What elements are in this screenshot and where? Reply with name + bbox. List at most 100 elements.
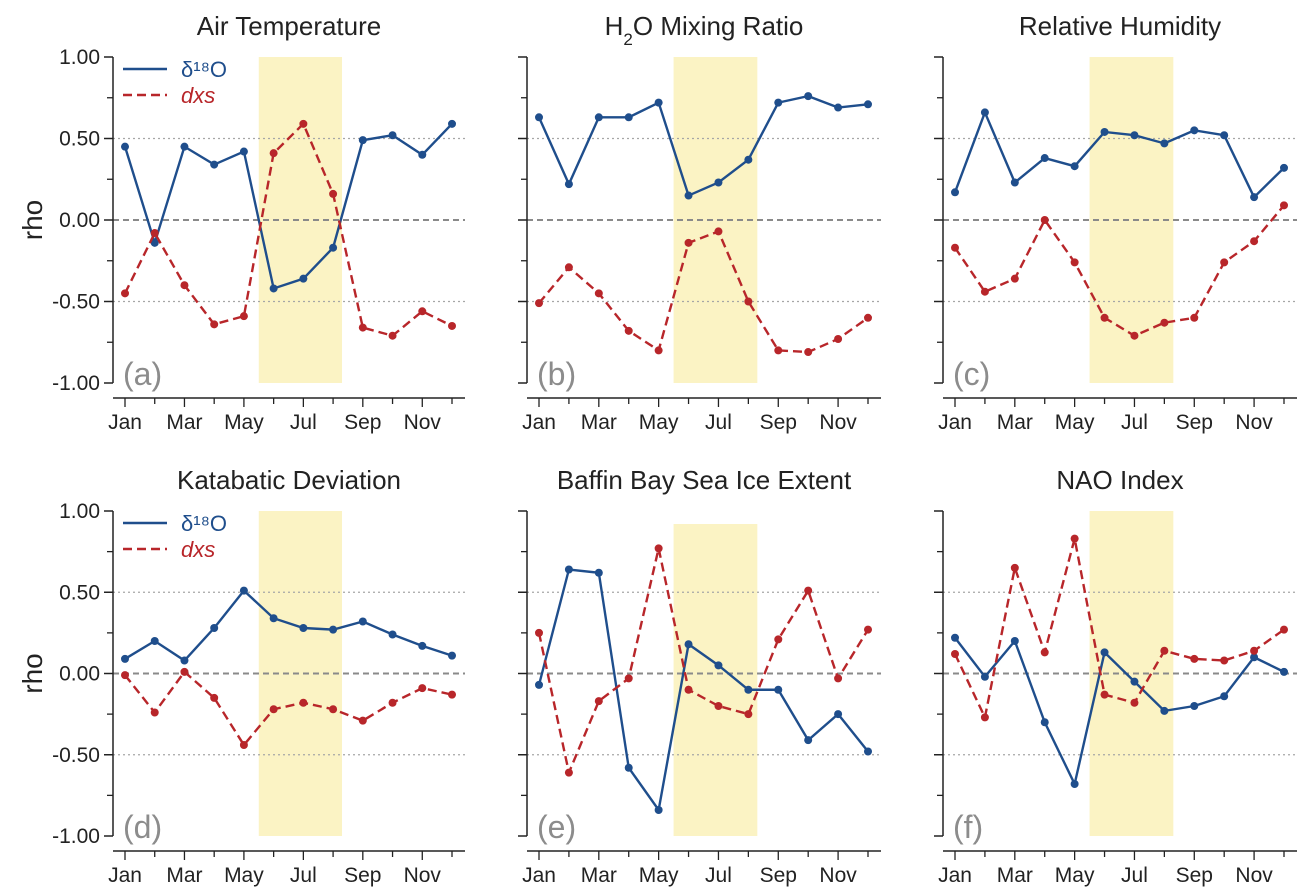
data-point-d18o (121, 142, 129, 151)
data-point-dxs (564, 768, 573, 777)
data-point-d18o (210, 624, 219, 632)
data-point-d18o (329, 243, 338, 252)
data-point-dxs (1160, 318, 1169, 327)
data-point-d18o (864, 747, 872, 756)
data-point-dxs (594, 697, 603, 706)
data-point-d18o (535, 680, 543, 689)
data-point-d18o (774, 685, 783, 694)
panel-tag: (b) (537, 356, 576, 392)
data-point-dxs (448, 321, 456, 330)
panel-tag: (d) (123, 809, 162, 845)
legend-label-d18o: δ¹⁸O (181, 57, 227, 82)
data-point-dxs (1100, 690, 1109, 699)
panel-title: Relative Humidity (1019, 11, 1221, 41)
legend-label-dxs: dxs (181, 83, 215, 108)
series-line-dxs (953, 538, 1285, 722)
x-tick-label: Jul (705, 411, 732, 434)
data-point-d18o (150, 238, 159, 247)
panel-title: Katabatic Deviation (177, 465, 401, 495)
data-point-d18o (269, 284, 278, 293)
data-point-dxs (210, 693, 219, 702)
data-point-d18o (624, 113, 633, 122)
data-point-dxs (1280, 625, 1288, 634)
y-tick-label: -1.00 (52, 825, 100, 848)
data-point-d18o (834, 710, 843, 719)
x-tick-label: Sep (344, 411, 381, 434)
data-point-dxs (951, 243, 959, 252)
data-point-d18o (535, 113, 543, 122)
data-point-dxs (1250, 646, 1259, 655)
data-point-dxs (834, 334, 843, 343)
data-point-d18o (951, 188, 959, 197)
summer-shade (258, 511, 343, 836)
data-point-dxs (714, 227, 723, 236)
data-point-d18o (654, 98, 663, 107)
series-line-d18o (537, 568, 869, 814)
data-point-d18o (1280, 667, 1288, 676)
data-point-d18o (1070, 162, 1079, 171)
data-point-d18o (1220, 131, 1229, 140)
summer-shade (673, 57, 758, 383)
data-point-dxs (744, 297, 753, 306)
data-point-d18o (1070, 780, 1079, 788)
panel-title: NAO Index (1056, 465, 1183, 495)
panel-a: 1.00 0.50 0.00 -0.50 -1.00 Jan Mar May Jul Sep Nov… (17, 11, 465, 434)
data-point-dxs (239, 741, 248, 749)
data-point-dxs (121, 671, 129, 680)
data-point-d18o (1190, 126, 1199, 135)
data-point-d18o (329, 625, 338, 634)
x-tick-label: Nov (819, 411, 857, 434)
data-point-d18o (1100, 127, 1109, 136)
data-point-dxs (535, 299, 543, 308)
data-point-dxs (358, 716, 367, 725)
data-point-d18o (1250, 653, 1259, 662)
data-point-d18o (418, 150, 427, 159)
data-point-d18o (358, 136, 367, 145)
series-line-d18o (124, 588, 453, 663)
data-point-dxs (239, 312, 248, 321)
x-tick-label: May (639, 411, 679, 434)
data-point-d18o (448, 119, 456, 128)
x-tick-label: May (639, 864, 679, 887)
series-line-d18o (953, 109, 1285, 200)
data-point-dxs (774, 346, 783, 355)
x-tick-label: Mar (581, 864, 617, 887)
data-point-dxs (329, 189, 338, 198)
data-point-dxs (1250, 237, 1259, 246)
data-point-dxs (180, 667, 189, 676)
data-point-dxs (210, 320, 219, 329)
data-point-d18o (1220, 692, 1229, 701)
data-point-dxs (624, 674, 633, 683)
y-tick-label: -0.50 (52, 744, 100, 767)
series-line-dxs (124, 670, 453, 748)
data-point-dxs (564, 263, 573, 272)
y-tick-label: 0.50 (59, 128, 100, 151)
data-point-dxs (1190, 313, 1199, 322)
data-point-d18o (980, 108, 989, 117)
data-point-d18o (594, 113, 603, 122)
data-point-d18o (564, 565, 573, 574)
x-tick-label: Mar (581, 411, 617, 434)
data-point-d18o (299, 624, 308, 632)
data-point-dxs (180, 281, 189, 290)
data-point-d18o (714, 178, 723, 187)
data-point-d18o (1160, 706, 1169, 715)
y-tick-label: 0.00 (59, 663, 100, 686)
x-tick-label: Jan (522, 864, 556, 887)
data-point-d18o (180, 656, 189, 665)
data-point-d18o (980, 672, 989, 681)
x-tick-label: May (224, 864, 264, 887)
data-point-d18o (744, 685, 753, 694)
legend-label-d18o: δ¹⁸O (181, 511, 227, 536)
panel-b: Jan Mar May Jul Sep Nov H2O Mixing Ratio (b) (518, 11, 881, 434)
data-point-dxs (150, 708, 159, 717)
data-point-dxs (834, 674, 843, 683)
y-tick-label: 1.00 (59, 500, 100, 523)
data-point-d18o (654, 806, 663, 814)
x-tick-label: Nov (1235, 411, 1273, 434)
series-line-d18o (123, 122, 453, 291)
data-point-dxs (269, 149, 278, 158)
panel-c: Jan Mar May Jul Sep Nov Relative Humidity (c) (934, 11, 1297, 434)
data-point-dxs (299, 119, 308, 128)
